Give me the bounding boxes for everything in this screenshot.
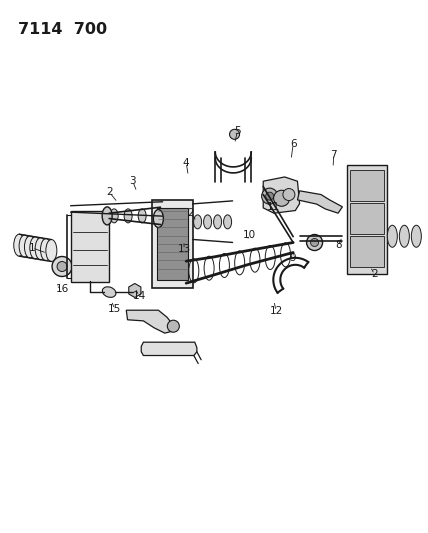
Bar (350, 237, 384, 268)
Ellipse shape (102, 207, 112, 225)
Circle shape (273, 190, 290, 206)
Circle shape (266, 192, 273, 200)
Circle shape (306, 235, 323, 251)
Ellipse shape (387, 225, 397, 247)
Bar (350, 203, 384, 235)
Circle shape (57, 262, 67, 271)
Ellipse shape (24, 236, 36, 258)
Ellipse shape (204, 215, 211, 229)
Text: 14: 14 (133, 291, 146, 301)
Text: 9: 9 (290, 253, 297, 263)
Ellipse shape (138, 209, 146, 223)
Text: 1: 1 (29, 243, 36, 253)
Text: 16: 16 (56, 284, 68, 294)
Circle shape (229, 130, 240, 139)
Text: 15: 15 (108, 304, 121, 314)
Text: 2: 2 (371, 270, 378, 279)
Text: 2: 2 (106, 187, 113, 197)
Circle shape (262, 188, 278, 204)
Text: 5: 5 (234, 126, 241, 135)
Ellipse shape (110, 209, 118, 223)
Bar (152, 200, 193, 288)
Polygon shape (126, 310, 173, 333)
Ellipse shape (214, 215, 222, 229)
Ellipse shape (35, 238, 46, 260)
Ellipse shape (152, 209, 160, 223)
Ellipse shape (102, 287, 116, 297)
Circle shape (52, 256, 72, 277)
Polygon shape (263, 177, 300, 213)
Polygon shape (297, 191, 342, 213)
Ellipse shape (19, 235, 30, 257)
Polygon shape (141, 342, 197, 356)
Ellipse shape (41, 239, 51, 261)
Text: 12: 12 (270, 306, 282, 316)
Text: 7: 7 (330, 150, 337, 159)
Ellipse shape (166, 209, 174, 223)
Bar (71, 211, 109, 282)
Ellipse shape (30, 237, 41, 259)
Ellipse shape (399, 225, 409, 247)
Bar (350, 170, 384, 201)
Text: 11: 11 (267, 202, 279, 212)
Text: 6: 6 (290, 139, 297, 149)
Circle shape (283, 189, 295, 200)
Ellipse shape (223, 215, 232, 229)
Text: 2: 2 (187, 208, 194, 218)
Ellipse shape (153, 209, 163, 228)
Text: 10: 10 (243, 230, 256, 239)
Ellipse shape (193, 215, 202, 229)
Ellipse shape (124, 209, 132, 223)
Text: 4: 4 (183, 158, 190, 167)
Bar (347, 165, 387, 274)
Text: 7114  700: 7114 700 (18, 22, 107, 37)
Text: 8: 8 (335, 240, 342, 250)
Bar (157, 208, 187, 280)
Ellipse shape (14, 234, 25, 256)
Ellipse shape (46, 239, 57, 262)
Text: 3: 3 (129, 176, 136, 186)
Text: 13: 13 (178, 245, 190, 254)
Circle shape (167, 320, 179, 332)
Ellipse shape (411, 225, 421, 247)
Circle shape (311, 238, 318, 247)
